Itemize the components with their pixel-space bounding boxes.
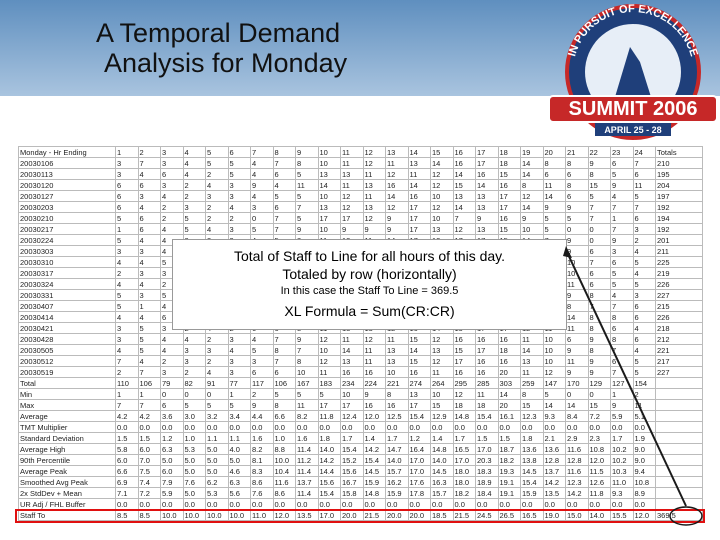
column-header: 2: [137, 146, 161, 158]
cell: 3.6: [160, 410, 184, 422]
cell: 10.0: [160, 509, 184, 521]
title-line: A Temporal Demand: [96, 18, 341, 48]
logo-dates: APRIL 25 - 28: [604, 125, 661, 135]
summary-row: Average High 5.8 6.0 6.3 5.3 5.0 4.0 8.2 8.8 11.4…: [18, 443, 703, 455]
cell: 3: [115, 333, 139, 345]
title: A Temporal Demand Analysis for Monday: [96, 18, 347, 78]
highlight-box: [15, 509, 705, 523]
cell: 10.0: [227, 509, 251, 521]
summary-row: Staff To 8.5 8.5 10.0 10.0 10.0 10.0 11.0 12.0 13…: [18, 509, 703, 521]
cell: 5.0: [227, 454, 251, 466]
cell: 3: [227, 179, 251, 191]
data-row: 20030120 6 6 3 2 4 3 9 4 11 14 11 13 16 14 12 15 14 16 8 11 8…: [18, 179, 703, 191]
cell: 7.6: [182, 476, 206, 488]
summary-row: 2x StdDev + Mean 7.1 7.2 5.9 5.0 5.3 5.6 7.6 8.6…: [18, 487, 703, 499]
summary-row: Min 1 1 0 0 0 1 2 5 5 5 10 9 8 13 10 12 11 14 8 5 0 0 1 2: [18, 388, 703, 400]
cell: 4: [205, 223, 229, 235]
data-row: 20030203 6 4 2 3 2 4 3 6 7 13 12 13 12 17 12 14 13 17 14 9 9 7…: [18, 201, 703, 213]
cell: 0.0: [115, 498, 139, 510]
cell: 2: [205, 333, 229, 345]
summary-row: 90th Percentile 6.0 7.0 5.0 5.0 5.0 5.0 8.1 10.0…: [18, 454, 703, 466]
header-row: Monday - Hr Ending 1 2 3 4 5 6 7 8 9 10 11 12 13 14 15 1…: [18, 146, 703, 158]
cell: 79: [160, 377, 184, 389]
summary-row: Total 110 106 79 82 91 77 117 106 167 183 234 224 221…: [18, 377, 703, 389]
cell: 5.0: [182, 454, 206, 466]
cell: 2: [227, 212, 251, 224]
cell: 5.6: [227, 487, 251, 499]
logo-banner: SUMMIT 2006: [569, 98, 698, 120]
summary-row: Average 4.2 4.2 3.6 3.0 3.2 3.4 4.4 6.6 8.2 11.8 12…: [18, 410, 703, 422]
callout-line: XL Formula = Sum(CR:CR): [284, 303, 455, 319]
cell: 197: [655, 190, 703, 202]
callout-line: In this case the Staff To Line = 369.5: [280, 285, 459, 297]
summary-row: TMT Multiplier 0.0 0.0 0.0 0.0 0.0 0.0 0.0 0.0 0.…: [18, 421, 703, 433]
cell: 6: [137, 179, 161, 191]
data-row: 20030113 3 4 6 4 2 5 4 6 5 13 13 11 12 11 12 14 16 15 14 6 6 8…: [18, 168, 703, 180]
callout-line: Totaled by row (horizontally): [282, 266, 457, 282]
logo: IN PURSUIT OF EXCELLENCE SUMMIT 2006 APR…: [548, 3, 718, 140]
cell: 4: [160, 333, 184, 345]
cell: 3: [160, 179, 184, 191]
cell: 1.5: [115, 432, 139, 444]
callout: Total of Staff to Line for all hours of …: [172, 239, 567, 330]
data-row: 20030505 4 5 4 3 3 4 5 8 7 10 14 11 13 14 13 15 17 18 14 10 9…: [18, 344, 703, 356]
cell: 6.6: [115, 465, 139, 477]
callout-line: Total of Staff to Line for all hours of …: [233, 248, 506, 264]
cell: 20030421: [18, 322, 116, 334]
data-row: 20030210 5 6 2 5 2 2 0 7 5 17 17 12 9 17 10 7 9 16 9 5 5 7 1 6 19…: [18, 212, 703, 224]
title-line: Analysis for Monday: [104, 48, 348, 78]
